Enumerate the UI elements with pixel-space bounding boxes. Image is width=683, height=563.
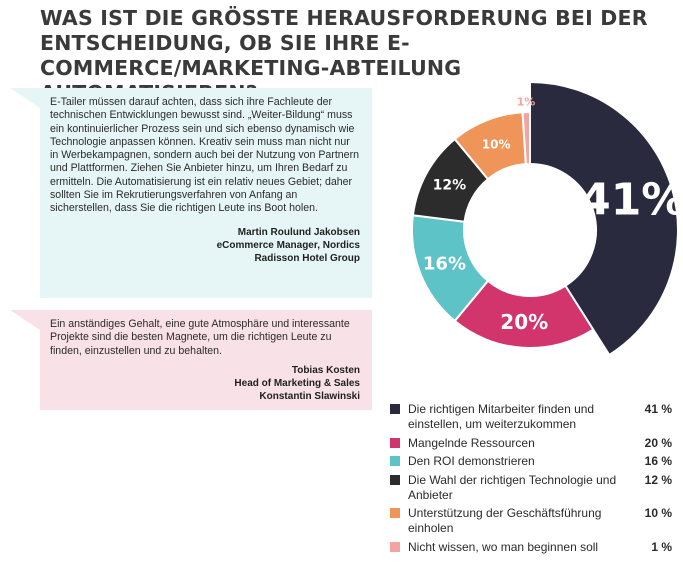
chart-legend: Die richtigen Mitarbeiter finden und ein… xyxy=(390,402,672,558)
slice-label: 10% xyxy=(482,137,511,151)
quote-attribution: Martin Roulund Jakobsen eCommerce Manage… xyxy=(50,226,360,265)
quote-text: E-Tailer müssen darauf achten, dass sich… xyxy=(50,96,359,215)
legend-value: 16 % xyxy=(644,454,672,468)
legend-item: Die richtigen Mitarbeiter finden und ein… xyxy=(390,402,672,432)
legend-value: 41 % xyxy=(644,402,672,416)
legend-value: 1 % xyxy=(651,539,672,554)
legend-item: Unterstützung der Geschäftsführung einho… xyxy=(390,506,672,536)
quote-role: Head of Marketing & Sales xyxy=(234,377,360,389)
legend-label: Die Wahl der richtigen Technologie und A… xyxy=(408,472,617,502)
slice-label: 41% xyxy=(580,175,680,226)
quote-bubble-tail xyxy=(10,88,40,108)
page-title: WAS IST DIE GRÖSSTE HERAUSFORDERUNG BEI … xyxy=(40,6,648,105)
legend-item: Mangelnde Ressourcen 20 % xyxy=(390,436,672,451)
slice-label: 12% xyxy=(433,178,467,194)
legend-item: Nicht wissen, wo man beginnen soll 1 % xyxy=(390,540,672,555)
quote-box-2: Ein anständiges Gehalt, eine gute Atmosp… xyxy=(40,310,372,410)
donut-chart: 41% 20% 16% 12% 10% 1% xyxy=(411,80,680,357)
legend-label: Den ROI demonstrieren xyxy=(408,454,535,468)
legend-label: Nicht wissen, wo man beginnen soll xyxy=(408,539,599,554)
legend-swatch xyxy=(390,456,400,466)
legend-item: Die Wahl der richtigen Technologie und A… xyxy=(390,473,672,503)
slice-label: 16% xyxy=(423,253,466,274)
legend-swatch xyxy=(390,474,400,485)
quote-company: Konstantin Slawinski xyxy=(259,390,360,402)
slice-label: 20% xyxy=(500,310,548,334)
legend-value: 20 % xyxy=(644,435,672,450)
legend-swatch xyxy=(390,508,400,518)
legend-label: Unterstützung der Geschäftsführung einho… xyxy=(408,506,602,535)
quote-author: Martin Roulund Jakobsen xyxy=(237,226,360,238)
legend-label: Mangelnde Ressourcen xyxy=(408,435,535,450)
legend-swatch xyxy=(390,404,400,414)
legend-label: Die richtigen Mitarbeiter finden und ein… xyxy=(408,402,595,431)
legend-item: Den ROI demonstrieren 16 % xyxy=(390,454,672,469)
quote-author: Tobias Kosten xyxy=(291,364,360,376)
quote-box-1: E-Tailer müssen darauf achten, dass sich… xyxy=(40,88,372,298)
quote-role: eCommerce Manager, Nordics xyxy=(216,239,360,251)
legend-value: 10 % xyxy=(644,506,672,520)
quote-bubble-tail xyxy=(10,310,40,330)
quote-attribution: Tobias Kosten Head of Marketing & Sales … xyxy=(50,364,360,403)
donut-slice xyxy=(521,110,531,166)
legend-swatch xyxy=(390,541,400,552)
legend-value: 12 % xyxy=(644,472,672,487)
quote-company: Radisson Hotel Group xyxy=(254,252,360,264)
slice-label: 1% xyxy=(517,96,536,109)
legend-swatch xyxy=(390,437,400,448)
quote-text: Ein anständiges Gehalt, eine gute Atmosp… xyxy=(50,318,350,357)
